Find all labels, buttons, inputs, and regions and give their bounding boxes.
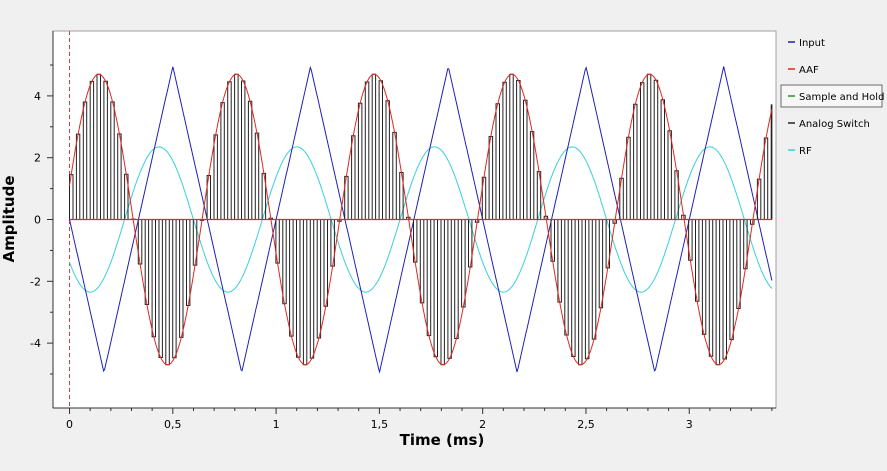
x-tick-label: 1 [273, 418, 280, 431]
x-tick-label: 0 [66, 418, 73, 431]
x-ticks: 0 0,5 1 1,5 2 2,5 3 [66, 408, 773, 431]
legend-label: Analog Switch [799, 119, 870, 130]
y-ticks: -4 -2 0 2 4 [30, 64, 53, 375]
y-tick-label: 0 [34, 214, 41, 227]
legend-item-sample-and-hold[interactable]: Sample and Hold [780, 84, 884, 108]
y-tick-label: -4 [30, 337, 41, 350]
legend-item-analog-switch[interactable]: Analog Switch [788, 119, 870, 130]
y-axis-label: Amplitude [0, 175, 18, 262]
x-tick-label: 0,5 [164, 418, 182, 431]
legend-label: Input [799, 38, 825, 49]
legend-item-rf[interactable]: RF [788, 146, 812, 157]
legend-label: Sample and Hold [799, 92, 884, 103]
series-layer [69, 65, 773, 374]
x-axis: 0 0,5 1 1,5 2 2,5 3 [53, 407, 776, 431]
series-rf-line [69, 146, 773, 293]
series-input-line [69, 65, 773, 374]
x-tick-label: 2 [479, 418, 486, 431]
series-aaf-line [69, 73, 773, 366]
x-tick-label: 3 [686, 418, 693, 431]
x-axis-label: Time (ms) [400, 431, 485, 449]
legend-label: AAF [799, 65, 819, 76]
legend-label: RF [799, 146, 812, 157]
legend-item-input[interactable]: Input [788, 38, 825, 49]
y-tick-label: 4 [34, 90, 41, 103]
y-tick-label: -2 [30, 275, 41, 288]
legend: Input AAF Sample and Hold Analog Switch RF [780, 38, 884, 157]
legend-selection-frame [780, 84, 883, 108]
y-axis: -4 -2 0 2 4 [30, 31, 54, 408]
x-tick-label: 2,5 [577, 418, 595, 431]
y-tick-label: 2 [34, 152, 41, 165]
x-tick-label: 1,5 [371, 418, 389, 431]
legend-item-aaf[interactable]: AAF [788, 65, 819, 76]
